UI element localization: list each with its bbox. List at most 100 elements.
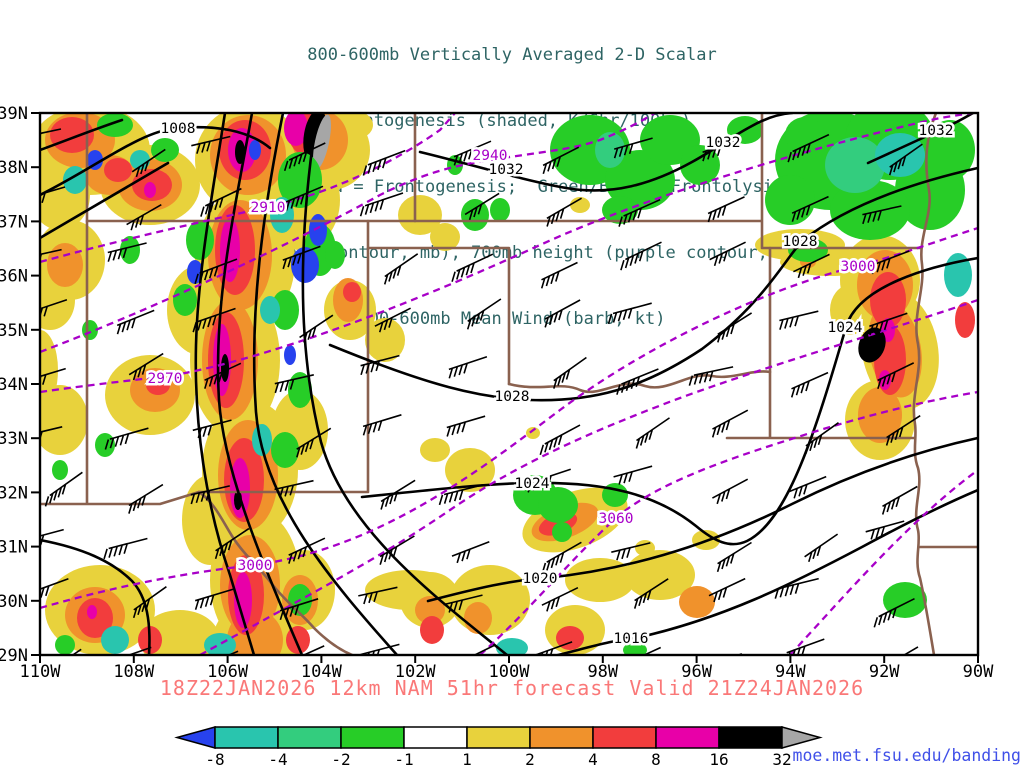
wind-barb bbox=[711, 409, 749, 438]
lon-label: 110W bbox=[20, 662, 62, 682]
wind-barb bbox=[717, 312, 753, 343]
wind-barb bbox=[191, 135, 231, 154]
shading-blob bbox=[82, 320, 98, 340]
mslp-1028 bbox=[328, 166, 977, 402]
lon-label: 102W bbox=[395, 662, 437, 682]
wind-barb bbox=[44, 471, 83, 507]
wind-barb bbox=[542, 146, 580, 175]
mslp-front-1 bbox=[194, 114, 256, 654]
wind-barb bbox=[204, 362, 242, 389]
colorbar-tick-label: -8 bbox=[205, 750, 224, 768]
lon-label: 106W bbox=[207, 662, 249, 682]
shading-blob bbox=[955, 302, 975, 338]
colorbar-segment bbox=[277, 726, 342, 749]
lat-label: 37N bbox=[0, 212, 28, 232]
wind-barb bbox=[613, 465, 653, 485]
lat-label: 38N bbox=[0, 158, 28, 178]
mslp-contour-label: 1008 bbox=[161, 121, 196, 137]
shading-blob bbox=[260, 296, 280, 324]
colorbar-right-arrow bbox=[781, 726, 823, 749]
height-contour-label: 2910 bbox=[251, 200, 286, 216]
wind-barb bbox=[200, 187, 242, 217]
wind-barb bbox=[192, 419, 232, 439]
wind-barb bbox=[283, 142, 326, 172]
shading-blob bbox=[77, 598, 113, 638]
mslp-contour-label: 1016 bbox=[614, 631, 649, 647]
wind-barb bbox=[616, 368, 659, 395]
mslp-contour-label: 1020 bbox=[523, 571, 558, 587]
lat-label: 34N bbox=[0, 375, 28, 395]
shading-blob bbox=[284, 114, 308, 146]
wind-barb bbox=[702, 137, 741, 162]
wind-barb bbox=[358, 586, 398, 605]
wind-barb bbox=[541, 586, 579, 612]
wind-barb bbox=[805, 422, 839, 455]
wind-barb bbox=[194, 588, 234, 610]
shading-blob bbox=[398, 195, 442, 235]
mslp-contour-label: 1032 bbox=[919, 123, 954, 139]
wind-barb bbox=[192, 307, 236, 333]
site-link[interactable]: moe.met.fsu.edu/banding bbox=[792, 746, 1021, 765]
hgt-2940 bbox=[41, 114, 656, 353]
wind-barb bbox=[41, 186, 66, 204]
wind-barb bbox=[464, 192, 500, 221]
lon-label: 96W bbox=[681, 662, 712, 682]
wind-barb bbox=[360, 354, 400, 376]
shading-blob bbox=[146, 375, 170, 395]
wind-barb bbox=[613, 137, 653, 159]
lat-label: 35N bbox=[0, 321, 28, 341]
shading-blob bbox=[679, 586, 715, 618]
shading-blob bbox=[120, 236, 140, 264]
colorbar-tick-label: -1 bbox=[394, 750, 413, 768]
wind-barbs bbox=[41, 128, 923, 654]
lon-label: 98W bbox=[587, 662, 618, 682]
wind-barb bbox=[788, 475, 827, 499]
shading-blob bbox=[286, 626, 310, 654]
wind-barb bbox=[126, 204, 162, 231]
wind-barb bbox=[709, 241, 746, 267]
colorbar: -8 -4 -2 -1 1 2 4 8 16 32 bbox=[174, 726, 823, 768]
wind-barb bbox=[544, 299, 581, 328]
wind-barb bbox=[873, 597, 915, 628]
lat-label: 30N bbox=[0, 592, 28, 612]
lon-label: 104W bbox=[301, 662, 343, 682]
wind-barb bbox=[285, 185, 324, 211]
shading-blob bbox=[52, 460, 68, 480]
shading-blob bbox=[41, 385, 88, 455]
shading-blob bbox=[271, 290, 299, 330]
shading-blob bbox=[925, 120, 975, 180]
colorbar-tick-label: 32 bbox=[772, 750, 791, 768]
shading-blob bbox=[249, 140, 261, 160]
wind-barb bbox=[446, 415, 486, 437]
wind-barb bbox=[41, 528, 64, 546]
shading-blob bbox=[104, 158, 132, 182]
mslp-1020 bbox=[426, 436, 977, 603]
wind-barb bbox=[438, 484, 484, 506]
shading-blob bbox=[623, 642, 647, 654]
wind-barb bbox=[633, 578, 669, 609]
shading-blob bbox=[221, 354, 229, 382]
shading-blob bbox=[556, 626, 584, 650]
shading-blob bbox=[625, 550, 695, 600]
wind-barb bbox=[190, 485, 230, 505]
wind-barb bbox=[362, 149, 406, 176]
shading-blob bbox=[605, 150, 675, 210]
wind-barb bbox=[453, 140, 492, 166]
wind-barb bbox=[379, 535, 415, 565]
wind-barb bbox=[790, 371, 829, 398]
height-contour-label: 3000 bbox=[841, 259, 876, 275]
lon-label: 94W bbox=[775, 662, 806, 682]
wind-barb bbox=[128, 352, 164, 381]
shading-blob bbox=[50, 117, 94, 153]
colorbar-segment bbox=[655, 726, 720, 749]
wind-barb bbox=[786, 638, 825, 654]
lon-label: 92W bbox=[869, 662, 900, 682]
wind-barb bbox=[716, 541, 752, 573]
wind-barb bbox=[103, 537, 148, 560]
state-borders bbox=[41, 114, 977, 654]
shading-blob bbox=[420, 438, 450, 462]
colorbar-segment bbox=[529, 726, 594, 749]
wind-barb bbox=[296, 427, 332, 458]
colorbar-tick-label: 4 bbox=[588, 750, 598, 768]
